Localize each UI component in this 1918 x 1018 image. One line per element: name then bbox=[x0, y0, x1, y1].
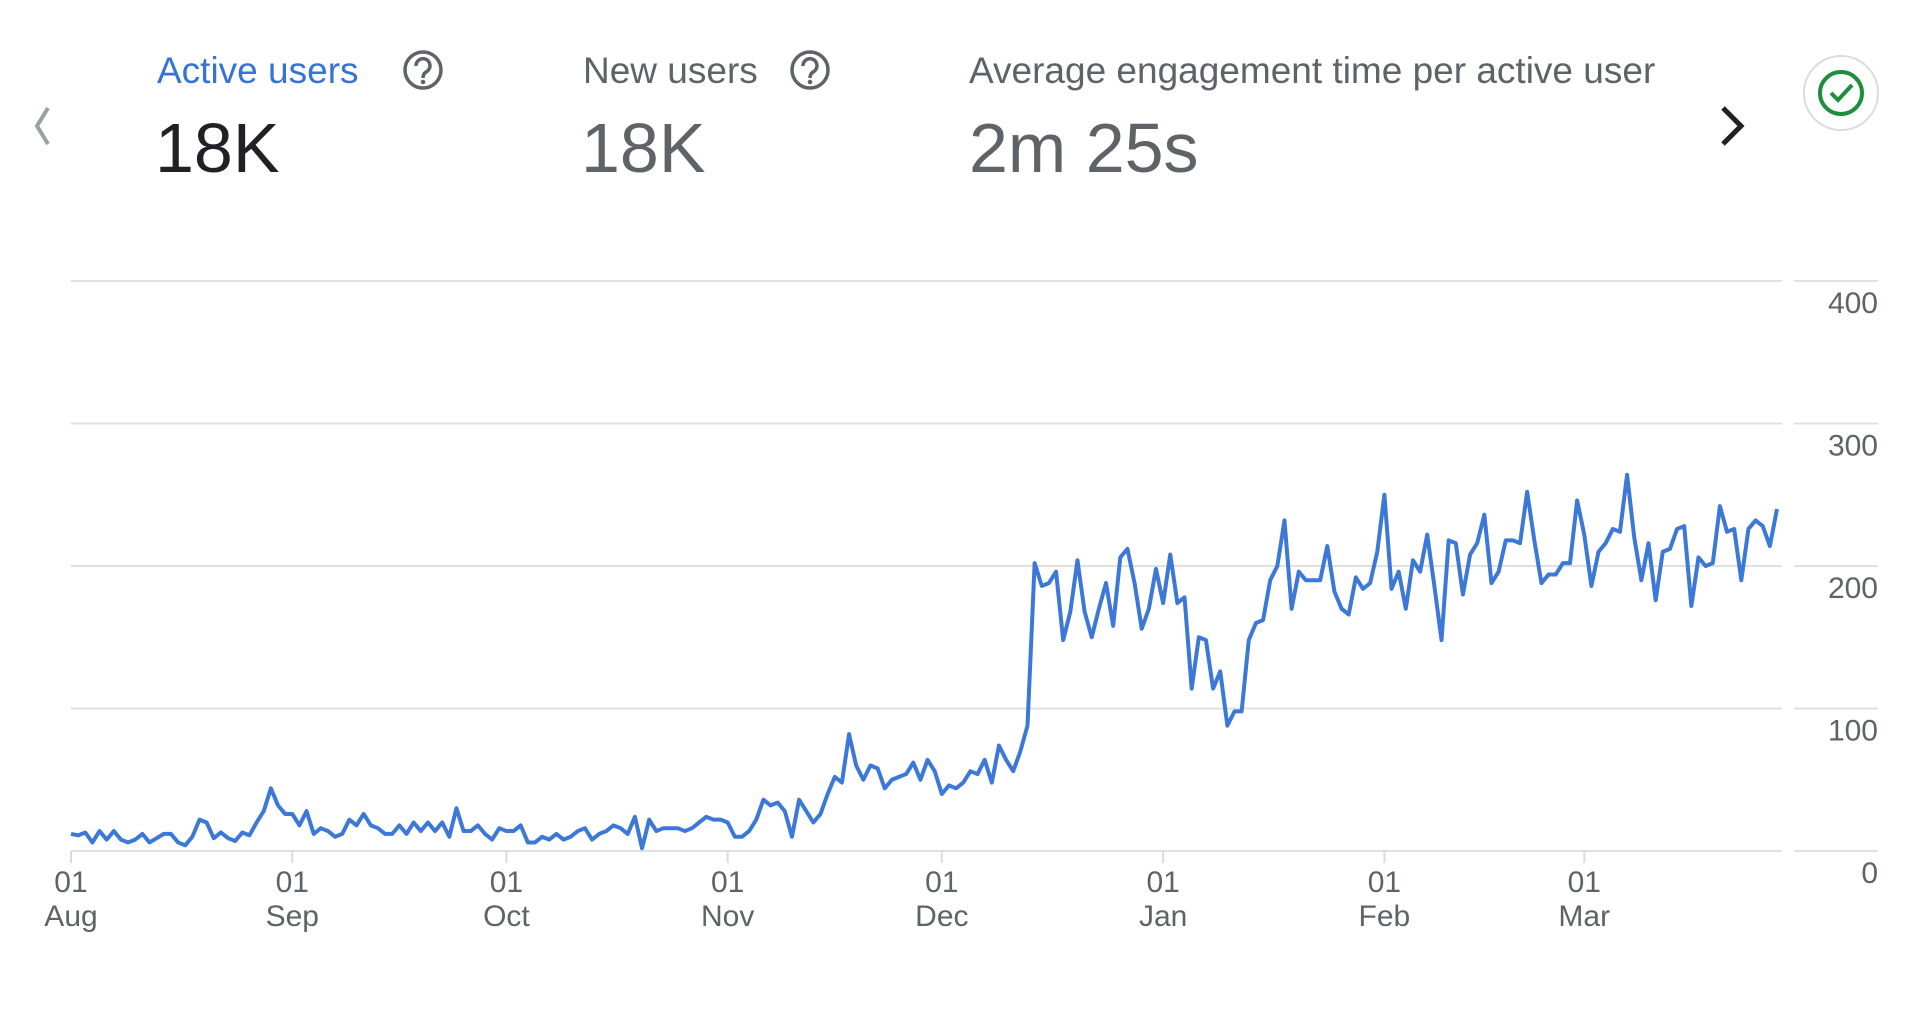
y-tick-label: 400 bbox=[1828, 287, 1878, 320]
y-tick-label: 100 bbox=[1828, 715, 1878, 748]
x-tick-label: 01 Mar bbox=[1558, 866, 1611, 933]
help-icon[interactable] bbox=[403, 50, 443, 90]
x-tick-label: 01 Jan bbox=[1138, 866, 1188, 933]
x-tick-label: 01 Oct bbox=[483, 866, 530, 933]
y-tick-label: 0 bbox=[1861, 857, 1878, 890]
status-check[interactable] bbox=[1803, 55, 1879, 131]
metric-value: 18K bbox=[581, 109, 706, 187]
x-tick-label: 01 Sep bbox=[265, 866, 319, 933]
help-icon[interactable] bbox=[790, 50, 830, 90]
metric-label[interactable]: Active users bbox=[157, 50, 359, 91]
metric-label[interactable]: Average engagement time per active user bbox=[969, 50, 1656, 91]
y-tick-label: 300 bbox=[1828, 430, 1878, 463]
x-tick-label: 01 Dec bbox=[915, 866, 969, 933]
x-tick-label: 01 Aug bbox=[44, 866, 98, 933]
line bbox=[70, 472, 1779, 851]
metric-card: Average engagement time per active user … bbox=[969, 40, 1680, 190]
x-tick-label: 01 Feb bbox=[1358, 866, 1411, 933]
metric-value: 2m 25s bbox=[969, 109, 1199, 187]
prev-arrow[interactable] bbox=[34, 106, 50, 146]
x-tick-label: 01 Nov bbox=[701, 866, 755, 933]
metric-value: 18K bbox=[155, 109, 280, 187]
next-arrow[interactable] bbox=[1721, 106, 1745, 146]
metric-label[interactable]: New users bbox=[583, 50, 758, 91]
y-tick-label: 200 bbox=[1828, 572, 1878, 605]
